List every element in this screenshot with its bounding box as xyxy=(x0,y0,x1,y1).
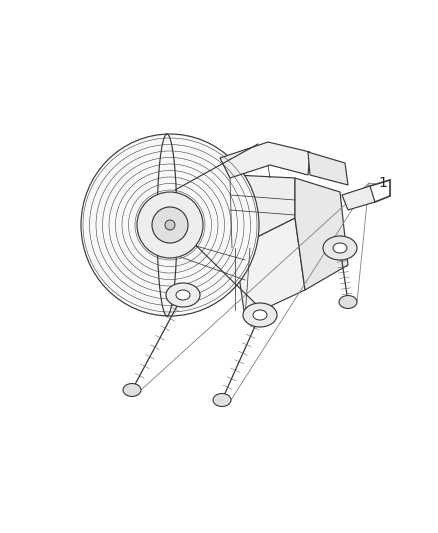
Ellipse shape xyxy=(81,134,259,316)
Polygon shape xyxy=(342,186,375,210)
Ellipse shape xyxy=(152,207,188,243)
Polygon shape xyxy=(295,178,348,290)
Ellipse shape xyxy=(137,192,203,258)
Polygon shape xyxy=(175,175,295,248)
Ellipse shape xyxy=(323,236,357,260)
Text: 1: 1 xyxy=(378,176,387,190)
Ellipse shape xyxy=(165,220,175,230)
Ellipse shape xyxy=(243,303,277,327)
Ellipse shape xyxy=(253,310,267,320)
Ellipse shape xyxy=(333,243,347,253)
Ellipse shape xyxy=(123,384,141,397)
Polygon shape xyxy=(235,218,305,318)
Ellipse shape xyxy=(176,290,190,300)
Ellipse shape xyxy=(166,283,200,307)
Polygon shape xyxy=(308,152,348,185)
Polygon shape xyxy=(220,142,310,178)
Ellipse shape xyxy=(339,295,357,309)
Ellipse shape xyxy=(213,393,231,407)
